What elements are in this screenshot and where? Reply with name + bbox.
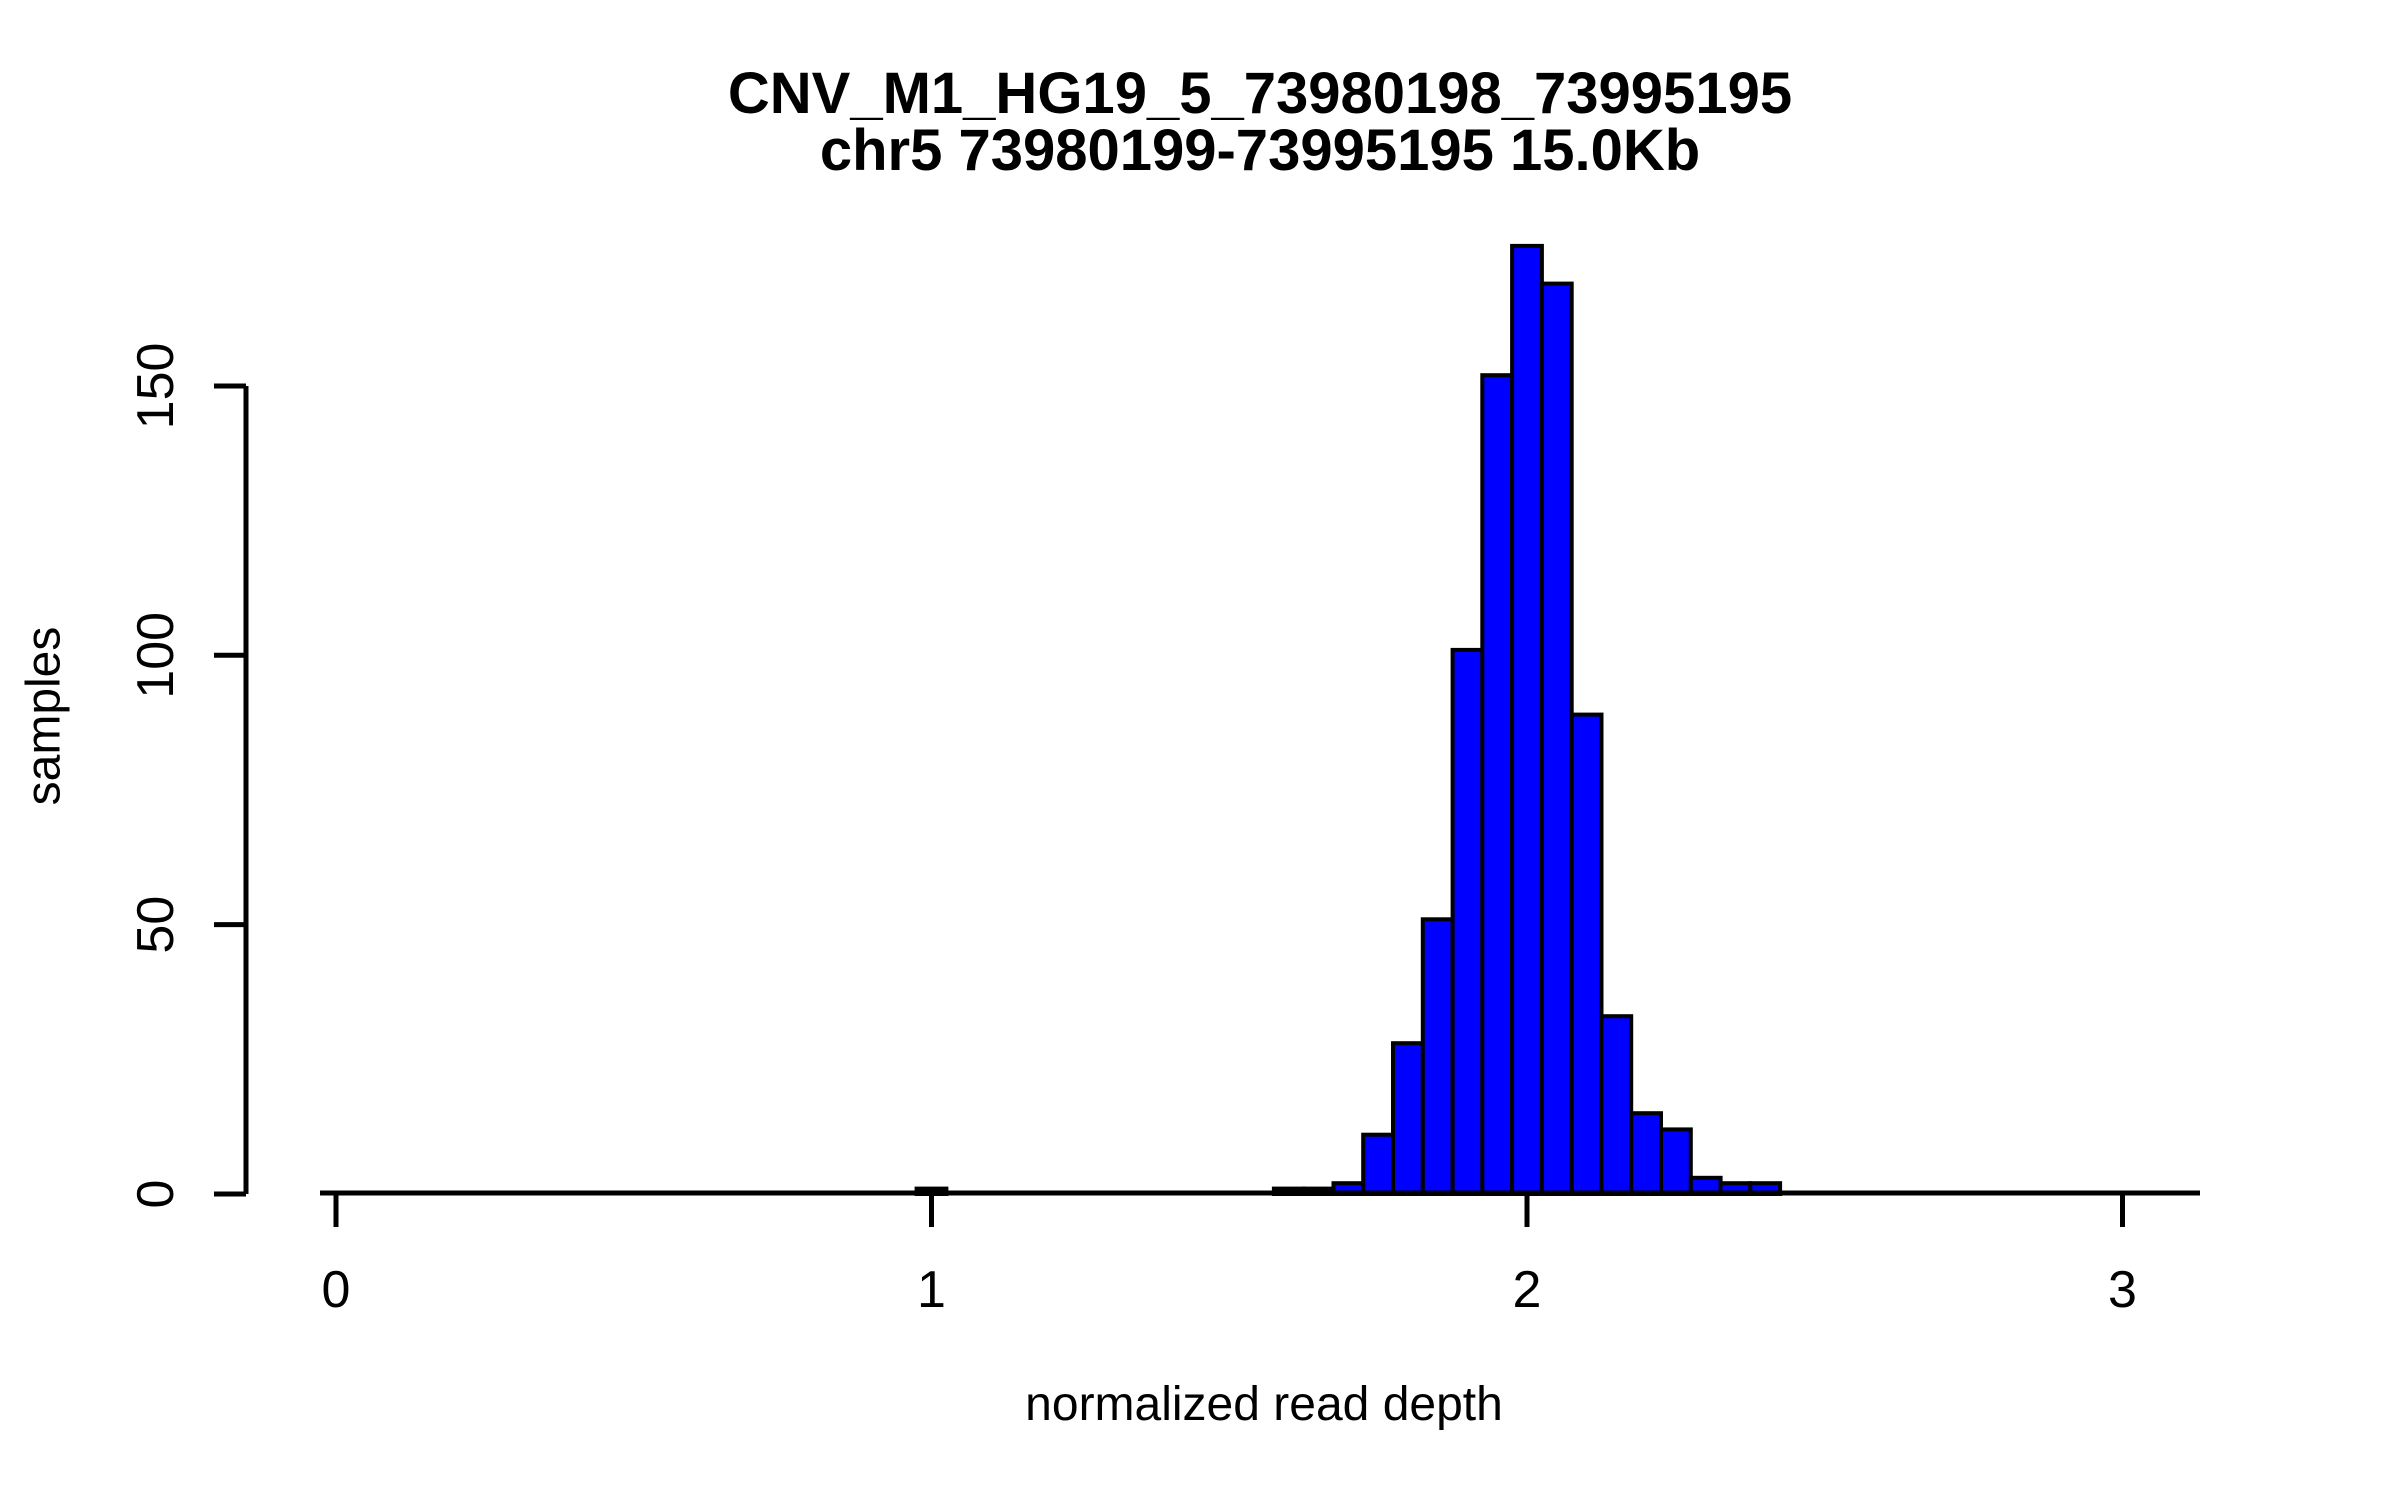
y-tick-label: 50 (127, 896, 185, 954)
x-tick-label: 1 (917, 1261, 946, 1319)
histogram-bar (1361, 1132, 1395, 1196)
histogram-bars (914, 243, 1783, 1197)
histogram-bar (1539, 281, 1574, 1197)
histogram-bar (1569, 712, 1604, 1196)
y-tick-label: 0 (127, 1180, 185, 1209)
x-tick-label: 3 (2108, 1261, 2137, 1319)
y-tick-label: 150 (127, 343, 185, 430)
x-tick-label: 2 (1513, 1261, 1542, 1319)
x-tick-label: 0 (322, 1261, 351, 1319)
y-tick-label: 100 (127, 612, 185, 699)
chart-subtitle: chr5 73980199-73995195 15.0Kb (820, 118, 1700, 183)
y-axis-ticks: 0 50 100 150 (127, 343, 246, 1209)
histogram-bar (1450, 647, 1485, 1196)
histogram-bar (1420, 917, 1455, 1196)
histogram-bar (1629, 1111, 1663, 1196)
chart-title: CNV_M1_HG19_5_73980198_73995195 (728, 61, 1792, 126)
histogram-bar (1599, 1014, 1634, 1197)
histogram-bar (1659, 1127, 1693, 1197)
y-axis-label: samples (18, 627, 71, 806)
histogram-bar (1480, 373, 1515, 1196)
histogram-bar (1510, 243, 1544, 1196)
histogram-bar (1391, 1041, 1425, 1196)
x-axis-label: normalized read depth (1025, 1378, 1503, 1431)
x-axis-ticks: 0 1 2 3 (322, 1193, 2137, 1319)
